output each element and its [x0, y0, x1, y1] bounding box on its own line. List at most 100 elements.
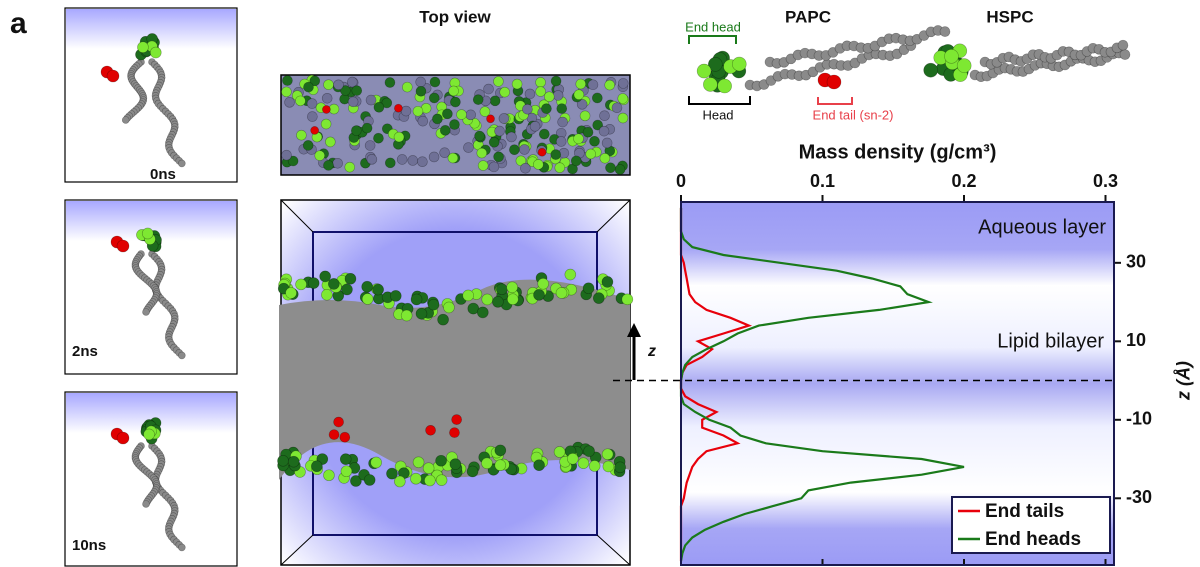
- atom: [416, 77, 426, 87]
- atom: [334, 417, 344, 427]
- atom: [329, 430, 339, 440]
- atom: [574, 134, 584, 144]
- atom: [603, 461, 614, 472]
- head-label: Head: [702, 107, 733, 122]
- bracket: [818, 97, 852, 104]
- atom: [512, 79, 522, 89]
- atom: [495, 460, 506, 471]
- atom: [718, 79, 732, 93]
- atom: [373, 284, 384, 295]
- atom: [602, 276, 613, 287]
- atom: [506, 132, 516, 142]
- atom: [410, 473, 421, 484]
- atom: [576, 79, 586, 89]
- atom: [584, 446, 595, 457]
- atom: [924, 63, 938, 77]
- atom: [418, 116, 428, 126]
- atom: [386, 468, 397, 479]
- atom: [408, 155, 418, 165]
- atom: [282, 76, 292, 86]
- atom: [944, 49, 958, 63]
- atom: [484, 84, 494, 94]
- atom: [371, 457, 382, 468]
- atom: [558, 117, 568, 127]
- y-tick-label: 10: [1126, 330, 1146, 350]
- atom: [322, 105, 330, 113]
- molecule-name: HSPC: [986, 7, 1033, 26]
- atom: [553, 90, 563, 100]
- atom: [143, 501, 150, 508]
- atom: [463, 290, 474, 301]
- atom: [827, 75, 841, 89]
- atom: [390, 290, 401, 301]
- atom: [586, 149, 596, 159]
- atom: [352, 86, 362, 96]
- atom: [311, 461, 322, 472]
- atom: [536, 77, 546, 87]
- atom: [325, 137, 335, 147]
- atom: [428, 299, 439, 310]
- atom: [589, 461, 600, 472]
- atom: [285, 97, 295, 107]
- atom: [324, 80, 334, 90]
- annotation: Aqueous layer: [978, 216, 1106, 238]
- atom: [456, 110, 466, 120]
- atom: [322, 93, 332, 103]
- atom: [618, 113, 628, 123]
- atom: [307, 112, 317, 122]
- atom: [593, 293, 604, 304]
- atom: [448, 153, 458, 163]
- atom: [137, 42, 148, 53]
- atom: [605, 80, 615, 90]
- x-tick-label: 0.2: [951, 171, 976, 191]
- x-tick-label: 0.1: [810, 171, 835, 191]
- atom: [323, 470, 334, 481]
- atom: [321, 289, 332, 300]
- atom: [452, 415, 462, 425]
- atom: [578, 458, 589, 469]
- atom: [122, 117, 129, 124]
- end-tail-label: End tail (sn-2): [813, 107, 894, 122]
- atom: [367, 154, 377, 164]
- atom: [449, 86, 459, 96]
- atom: [296, 130, 306, 140]
- atom: [449, 120, 459, 130]
- top-view-title: Top view: [419, 7, 491, 26]
- atom: [438, 314, 449, 325]
- atom: [430, 77, 440, 87]
- atom: [341, 466, 352, 477]
- atom: [600, 153, 610, 163]
- atom: [142, 228, 153, 239]
- atom: [413, 106, 423, 116]
- atom: [303, 82, 313, 92]
- atom: [402, 82, 412, 92]
- legend-label: End heads: [985, 529, 1081, 550]
- atom: [534, 460, 545, 471]
- atom: [143, 309, 150, 316]
- atom: [732, 57, 746, 71]
- atom: [341, 284, 352, 295]
- atom: [333, 158, 343, 168]
- atom: [373, 133, 383, 143]
- annotation: Lipid bilayer: [997, 330, 1104, 352]
- atom: [481, 458, 492, 469]
- atom: [364, 474, 375, 485]
- atom: [605, 163, 615, 173]
- atom: [567, 453, 578, 464]
- atom: [333, 80, 343, 90]
- chart-title: Mass density (g/cm³): [799, 141, 997, 163]
- atom: [618, 93, 628, 103]
- atom: [556, 136, 566, 146]
- x-tick-label: 0: [676, 171, 686, 191]
- atom: [571, 156, 581, 166]
- atom: [340, 454, 351, 465]
- atom: [583, 283, 594, 294]
- figure: a 0ns 2ns 10ns Top view PAPC HSPC End he…: [0, 0, 1200, 567]
- atom: [615, 164, 625, 174]
- atom: [362, 293, 373, 304]
- atom: [588, 80, 598, 90]
- x-tick-label: 0.3: [1093, 171, 1118, 191]
- atom: [463, 143, 473, 153]
- atom: [615, 462, 626, 473]
- atom: [1118, 40, 1128, 50]
